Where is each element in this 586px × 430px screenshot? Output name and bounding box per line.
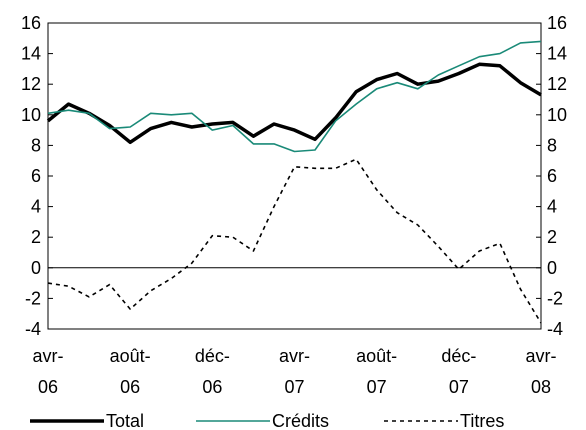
x-tick-labels: avr- 06 août- 06 déc- 06 avr- 07 août- 07 déc- 07 av… [33, 346, 557, 397]
y-tick-marks [48, 22, 541, 330]
y-tick-label-right: 4 [547, 197, 557, 217]
y-tick-label-right: 6 [547, 166, 557, 186]
y-tick-label-left: 6 [31, 166, 41, 186]
y-tick-label-right: 12 [547, 74, 567, 94]
y-tick-label-left: 4 [31, 197, 41, 217]
x-tick-label-year: 07 [367, 377, 387, 397]
y-tick-label-right: 8 [547, 135, 557, 155]
y-tick-label-right: 10 [547, 105, 567, 125]
x-tick-label-month: déc- [195, 346, 230, 366]
x-tick-label-year: 06 [120, 377, 140, 397]
legend-label: Titres [460, 411, 504, 430]
y-tick-label-left: 10 [21, 105, 41, 125]
y-tick-label-right: 16 [547, 13, 567, 33]
y-tick-label-left: 12 [21, 74, 41, 94]
y-tick-label-left: 0 [31, 258, 41, 278]
series-line-total [46, 62, 542, 145]
y-tick-label-left: 16 [21, 13, 41, 33]
series-line-crdits [47, 40, 542, 153]
x-tick-label-month: avr- [33, 346, 64, 366]
y-tick-label-right: 14 [547, 44, 567, 64]
x-tick-label-year: 06 [202, 377, 222, 397]
x-tick-label-month: déc- [441, 346, 476, 366]
y-tick-label-left: 8 [31, 135, 41, 155]
x-tick-label-month: avr- [526, 346, 557, 366]
y-tick-label-left: -2 [25, 288, 41, 308]
legend-label: Total [106, 411, 144, 430]
y-tick-label-right: 2 [547, 227, 557, 247]
series-lines [46, 40, 542, 324]
y-tick-label-left: 14 [21, 44, 41, 64]
x-tick-label-year: 07 [449, 377, 469, 397]
series-line-titres [47, 158, 542, 324]
y-tick-label-right: 0 [547, 258, 557, 278]
legend: Total Crédits Titres [30, 411, 504, 430]
x-tick-label-year: 08 [531, 377, 551, 397]
x-tick-label-month: août- [110, 346, 151, 366]
x-tick-label-year: 06 [38, 377, 58, 397]
right-y-tick-labels: -4 -2 0 2 4 6 8 10 12 14 16 [547, 13, 567, 339]
x-tick-label-year: 07 [284, 377, 304, 397]
x-tick-label-month: août- [356, 346, 397, 366]
y-tick-label-left: 2 [31, 227, 41, 247]
legend-label: Crédits [272, 411, 329, 430]
left-y-tick-labels: -4 -2 0 2 4 6 8 10 12 14 16 [21, 13, 41, 339]
y-tick-label-right: -4 [547, 319, 563, 339]
y-tick-label-right: -2 [547, 288, 563, 308]
y-tick-label-left: -4 [25, 319, 41, 339]
x-tick-label-month: avr- [279, 346, 310, 366]
